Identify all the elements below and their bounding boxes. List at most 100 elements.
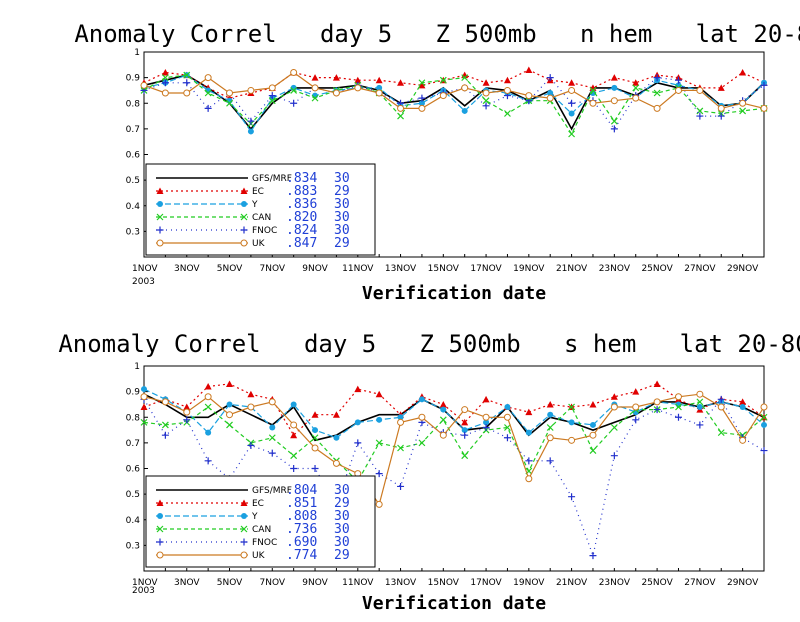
legend-label: EC xyxy=(252,499,264,509)
legend-marker xyxy=(240,525,248,533)
data-point xyxy=(418,439,426,447)
data-point xyxy=(375,500,383,508)
series-gfs-mrf xyxy=(143,74,765,131)
data-point xyxy=(696,421,704,429)
data-point xyxy=(290,421,298,429)
data-point xyxy=(226,89,234,97)
data-point xyxy=(376,84,383,91)
legend-count: 30 xyxy=(334,171,350,186)
x-tick-label: 29NOV xyxy=(727,264,759,274)
data-point xyxy=(226,411,234,419)
x-tick-label: 25NOV xyxy=(641,578,673,588)
series-line xyxy=(143,388,765,439)
data-point xyxy=(568,110,575,117)
x-tick-label: 13NOV xyxy=(385,264,417,274)
data-point xyxy=(674,413,682,421)
data-point xyxy=(226,421,233,429)
data-point xyxy=(674,76,682,84)
x-axis: 1NOV 3NOV 5NOV 7NOV 9NOV 11NOV 13NOV 15NOV 17NOV… xyxy=(132,568,765,588)
data-point xyxy=(610,424,618,431)
data-point xyxy=(610,97,618,105)
data-point xyxy=(269,424,276,431)
series-line xyxy=(143,393,765,442)
data-point xyxy=(461,84,469,92)
legend-score: .804 xyxy=(286,483,317,498)
data-point xyxy=(589,87,597,94)
data-point xyxy=(204,393,212,401)
data-point xyxy=(161,89,169,97)
data-point xyxy=(397,414,404,421)
data-point xyxy=(268,398,276,406)
legend-score: .736 xyxy=(286,522,317,537)
data-point xyxy=(204,457,212,465)
data-point xyxy=(546,434,554,442)
data-point xyxy=(290,465,298,472)
x-axis-year: 2003 xyxy=(132,586,155,596)
data-point xyxy=(632,84,640,92)
legend-count: 29 xyxy=(334,236,350,251)
data-point xyxy=(226,99,233,107)
data-point xyxy=(739,99,747,107)
data-point xyxy=(503,434,511,442)
data-point xyxy=(547,411,554,418)
data-point xyxy=(204,383,212,390)
data-point xyxy=(653,398,661,406)
data-point xyxy=(183,408,191,416)
x-tick-label: 11NOV xyxy=(342,578,374,588)
series-y xyxy=(141,386,767,441)
x-tick-label: 25NOV xyxy=(641,264,673,274)
data-point xyxy=(312,427,319,434)
data-point xyxy=(589,431,597,439)
data-point xyxy=(610,117,618,125)
data-point xyxy=(568,130,576,138)
data-point xyxy=(311,465,319,472)
data-point xyxy=(717,429,725,437)
data-point xyxy=(717,395,725,403)
data-point xyxy=(461,452,469,460)
data-point xyxy=(696,390,704,398)
legend-marker xyxy=(156,187,164,194)
data-point xyxy=(311,74,319,81)
series-line xyxy=(143,71,765,110)
data-point xyxy=(717,84,725,91)
series-line xyxy=(143,69,765,99)
data-point xyxy=(397,482,405,490)
data-point xyxy=(717,104,725,112)
data-point xyxy=(354,76,362,84)
data-point xyxy=(482,102,490,110)
data-point xyxy=(140,418,148,426)
x-tick-label: 1NOV xyxy=(132,578,158,588)
x-tick-label: 23NOV xyxy=(599,264,631,274)
data-point xyxy=(311,411,319,418)
data-point xyxy=(140,403,148,410)
data-point xyxy=(290,431,298,439)
x-tick-label: 15NOV xyxy=(428,578,460,588)
data-point xyxy=(461,74,469,82)
data-point xyxy=(183,79,191,87)
series-line xyxy=(143,393,765,506)
data-point xyxy=(653,74,661,82)
data-point xyxy=(439,400,447,408)
x-tick-label: 27NOV xyxy=(684,264,716,274)
legend-marker xyxy=(156,525,164,533)
legend-label: FNOC xyxy=(252,226,277,236)
data-point xyxy=(226,380,234,387)
legend: GFS/MRF.804 30 EC .851 29 Y .808 30 CAN .736 30 FNO… xyxy=(145,475,376,568)
legend-label: GFS/MRF xyxy=(252,486,292,496)
y-tick-label: 0.5 xyxy=(126,490,140,500)
x-tick-label: 7NOV xyxy=(260,578,286,588)
data-point xyxy=(375,89,383,97)
data-point xyxy=(739,398,747,405)
x-tick-label: 1NOV xyxy=(132,264,158,274)
legend-box xyxy=(145,475,376,568)
legend-count: 30 xyxy=(334,223,350,238)
data-point xyxy=(525,408,533,416)
legend-score: .690 xyxy=(286,535,317,550)
data-point xyxy=(461,418,469,426)
data-point xyxy=(440,406,447,413)
legend-marker xyxy=(240,551,248,559)
data-point xyxy=(311,94,319,102)
legend-label: Y xyxy=(251,512,258,522)
data-point xyxy=(439,76,447,84)
data-point xyxy=(418,100,425,107)
